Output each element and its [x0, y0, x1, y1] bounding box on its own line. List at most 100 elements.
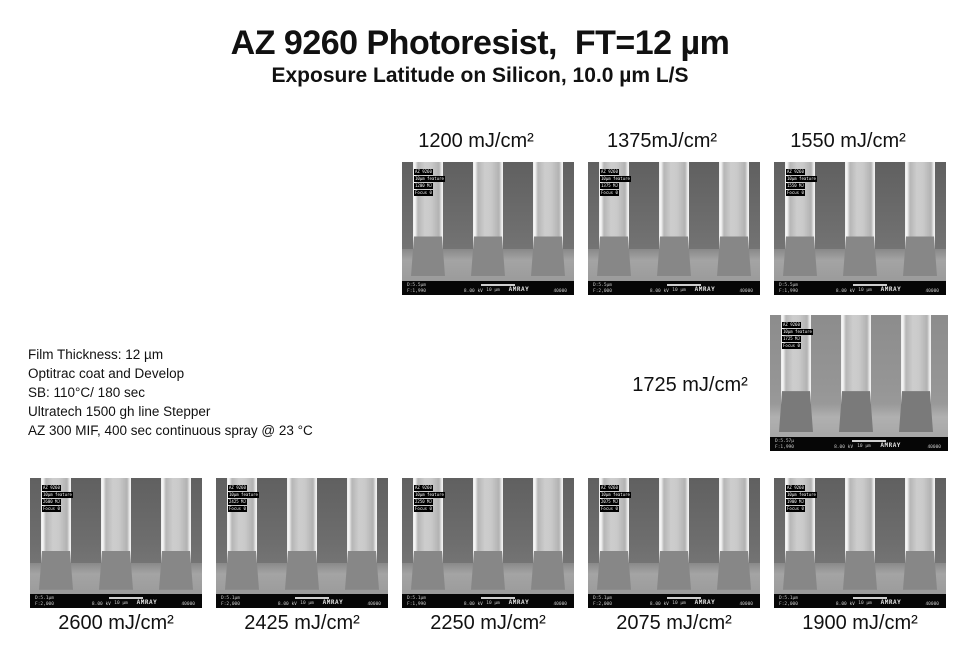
statusbar-focus: F:2,000 — [593, 602, 612, 607]
sem-annotation: AZ 9260 10µm feature 2250 MJ Focus 0 — [414, 485, 445, 513]
scale-bar — [667, 284, 702, 286]
statusbar-magnification: 40000 — [925, 602, 939, 607]
dose-label: 1200 mJ/cm² — [418, 130, 534, 152]
annotation-line: 2250 MJ — [414, 499, 433, 505]
annotation-line: Focus 0 — [42, 506, 61, 512]
resist-cross-section — [471, 236, 505, 276]
dose-label: 1375mJ/cm² — [606, 130, 718, 152]
dose-label: 2425 mJ/cm² — [244, 612, 360, 634]
resist-cross-section — [345, 551, 379, 590]
annotation-line: 2425 MJ — [228, 499, 247, 505]
statusbar-brand: AMRAY — [508, 286, 530, 293]
annotation-line: 10µm feature — [42, 492, 73, 498]
statusbar-distance: D:5.5µm — [593, 283, 612, 288]
resist-cross-section — [783, 236, 817, 276]
annotation-line: 10µm feature — [786, 492, 817, 498]
sem-annotation: AZ 9260 10µm feature 2600 MJ Focus 0 — [42, 485, 73, 513]
resist-cross-section — [717, 236, 751, 276]
resist-cross-section — [531, 236, 565, 276]
statusbar-distance: D:5.1µm — [407, 596, 426, 601]
sem-statusbar: D:5.1µm F:2,000 8.00 kV 10 µm AMRAY 40000 — [588, 594, 760, 608]
statusbar-brand: AMRAY — [508, 599, 530, 606]
statusbar-focus: F:2,000 — [779, 602, 798, 607]
resist-cross-section — [99, 551, 133, 590]
sem-micrograph: AZ 9260 10µm feature 1725 MJ Focus 0 D:5.57… — [770, 315, 948, 451]
scale-label: 10 µm — [672, 601, 686, 606]
dose-label: 1725 mJ/cm² — [632, 374, 748, 396]
annotation-line: Focus 0 — [228, 506, 247, 512]
statusbar-voltage: 8.00 kV — [649, 602, 669, 607]
statusbar-magnification: 40000 — [925, 289, 939, 294]
statusbar-brand: AMRAY — [694, 286, 716, 293]
statusbar-distance: D:5.1µm — [593, 596, 612, 601]
resist-cross-section — [779, 391, 813, 432]
sem-annotation: AZ 9260 10µm feature 1900 MJ Focus 0 — [786, 485, 817, 513]
resist-cross-section — [411, 236, 445, 276]
annotation-line: AZ 9260 — [228, 485, 247, 491]
statusbar-voltage: 8.00 kV — [834, 445, 854, 450]
resist-cross-section — [39, 551, 73, 590]
sem-statusbar: D:5.57µ F:1,990 8.00 kV 10 µm AMRAY 40000 — [770, 437, 948, 451]
statusbar-distance: D:5.1µm — [35, 596, 54, 601]
dose-label: 1550 mJ/cm² — [790, 130, 906, 152]
scale-bar — [481, 284, 516, 286]
resist-cross-section — [843, 551, 877, 590]
resist-cross-section — [903, 236, 937, 276]
sem-micrograph: AZ 9260 10µm feature 1900 MJ Focus 0 D:5.1µ… — [774, 478, 946, 608]
statusbar-focus: F:2,000 — [221, 602, 240, 607]
sem-statusbar: D:5.1µm F:2,000 8.00 kV 10 µm AMRAY 40000 — [774, 594, 946, 608]
sem-annotation: AZ 9260 10µm feature 2425 MJ Focus 0 — [228, 485, 259, 513]
statusbar-focus: F:2,000 — [593, 289, 612, 294]
dose-label: 2075 mJ/cm² — [616, 612, 732, 634]
resist-cross-section — [657, 551, 691, 590]
annotation-line: 1200 MJ — [414, 183, 433, 189]
statusbar-magnification: 40000 — [367, 602, 381, 607]
sem-statusbar: D:5.5µm F:2,000 8.00 kV 10 µm AMRAY 40000 — [588, 281, 760, 295]
process-note-line: SB: 110°C/ 180 sec — [28, 385, 145, 400]
resist-cross-section — [411, 551, 445, 590]
sem-micrograph: AZ 9260 10µm feature 1550 MJ Focus 0 D:5.5µ… — [774, 162, 946, 295]
resist-cross-section — [843, 236, 877, 276]
statusbar-voltage: 8.00 kV — [835, 289, 855, 294]
annotation-line: 10µm feature — [600, 492, 631, 498]
annotation-line: AZ 9260 — [786, 169, 805, 175]
scale-bar — [295, 597, 330, 599]
sem-statusbar: D:5.1µm F:2,000 8.00 kV 10 µm AMRAY 40000 — [216, 594, 388, 608]
annotation-line: 1725 MJ — [782, 336, 801, 342]
sem-micrograph: AZ 9260 10µm feature 2250 MJ Focus 0 D:5.1µ… — [402, 478, 574, 608]
sem-micrograph: AZ 9260 10µm feature 2600 MJ Focus 0 D:5.1µ… — [30, 478, 202, 608]
annotation-line: 10µm feature — [600, 176, 631, 182]
statusbar-brand: AMRAY — [136, 599, 158, 606]
statusbar-distance: D:5.1µm — [779, 596, 798, 601]
statusbar-brand: AMRAY — [322, 599, 344, 606]
figure-subtitle: Exposure Latitude on Silicon, 10.0 µm L/… — [271, 64, 689, 87]
statusbar-distance: D:5.57µ — [775, 439, 794, 444]
annotation-line: 10µm feature — [414, 176, 445, 182]
annotation-line: AZ 9260 — [414, 485, 433, 491]
resist-cross-section — [597, 551, 631, 590]
scale-label: 10 µm — [486, 601, 500, 606]
sem-statusbar: D:5.5µm F:1,990 8.00 kV 10 µm AMRAY 40000 — [402, 281, 574, 295]
annotation-line: AZ 9260 — [414, 169, 433, 175]
sem-annotation: AZ 9260 10µm feature 1200 MJ Focus 0 — [414, 169, 445, 197]
annotation-line: 10µm feature — [786, 176, 817, 182]
statusbar-brand: AMRAY — [880, 286, 902, 293]
annotation-line: Focus 0 — [786, 190, 805, 196]
statusbar-distance: D:5.1µm — [221, 596, 240, 601]
statusbar-distance: D:5.5µm — [407, 283, 426, 288]
statusbar-voltage: 8.00 kV — [835, 602, 855, 607]
statusbar-focus: F:1,990 — [407, 602, 426, 607]
process-note-line: Optitrac coat and Develop — [28, 366, 185, 381]
scale-bar — [109, 597, 144, 599]
dose-label: 2250 mJ/cm² — [430, 612, 546, 634]
annotation-line: 1900 MJ — [786, 499, 805, 505]
statusbar-brand: AMRAY — [880, 442, 901, 449]
scale-label: 10 µm — [300, 601, 314, 606]
annotation-line: AZ 9260 — [42, 485, 61, 491]
statusbar-focus: F:1,990 — [779, 289, 798, 294]
resist-cross-section — [285, 551, 319, 590]
sem-annotation: AZ 9260 10µm feature 2075 MJ Focus 0 — [600, 485, 631, 513]
statusbar-focus: F:1,990 — [775, 445, 794, 450]
scale-label: 10 µm — [114, 601, 128, 606]
